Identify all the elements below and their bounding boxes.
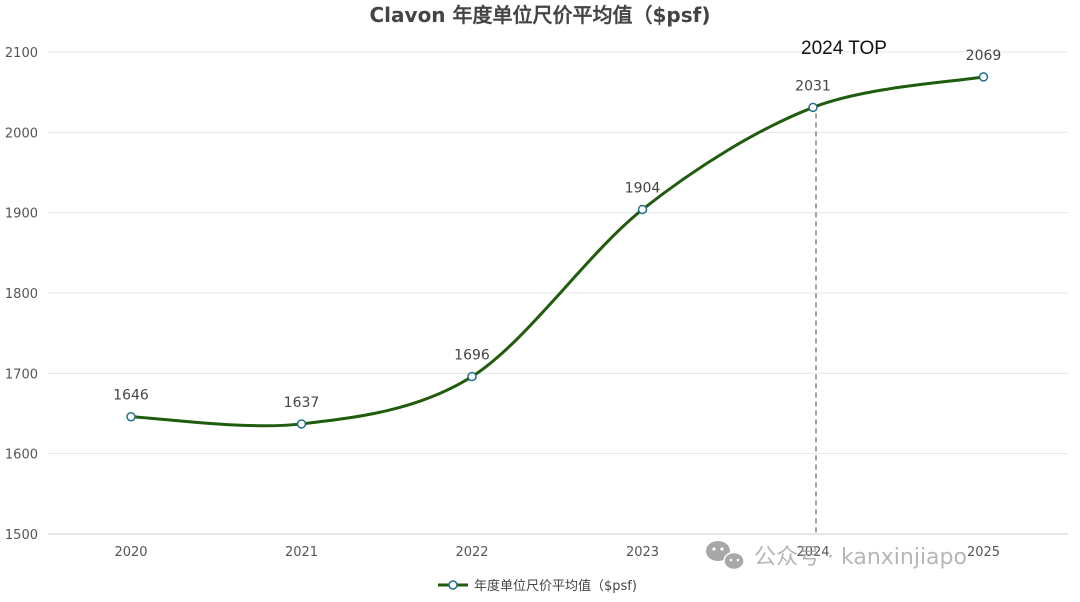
x-tick-label: 2020 — [114, 545, 147, 560]
x-tick-label: 2022 — [455, 545, 488, 560]
x-tick-label: 2021 — [285, 545, 318, 560]
data-label: 2069 — [966, 48, 1002, 64]
data-label: 1696 — [454, 348, 490, 364]
data-point[interactable] — [808, 102, 818, 113]
legend[interactable]: 年度单位尺价平均值（$psf) — [438, 578, 637, 594]
annotation: 2024 TOP — [801, 38, 887, 534]
data-point[interactable] — [637, 204, 648, 215]
data-point[interactable] — [296, 419, 307, 429]
watermark-text: 公众号 · kanxinjiapo — [754, 545, 967, 570]
data-label: 2031 — [795, 78, 831, 94]
data-label: 1646 — [113, 388, 149, 404]
wechat-icon — [706, 541, 745, 571]
y-tick-label: 2100 — [5, 46, 38, 61]
gridlines — [48, 51, 1068, 535]
watermark: 公众号 · kanxinjiapo — [706, 541, 967, 571]
data-point[interactable] — [126, 411, 136, 422]
y-axis-ticks: 1500 1600 1700 1800 1900 2000 2100 — [5, 46, 38, 543]
data-label: 1637 — [284, 395, 320, 411]
legend-marker — [448, 580, 458, 590]
series-line — [129, 75, 985, 428]
y-tick-label: 1800 — [5, 287, 38, 302]
data-point[interactable] — [978, 72, 989, 82]
x-axis-ticks: 2020 2021 2022 2023 2024 2025 — [114, 545, 1000, 560]
annotation-text: 2024 TOP — [801, 38, 887, 59]
data-point[interactable] — [467, 371, 477, 382]
y-tick-label: 1900 — [5, 207, 38, 222]
y-tick-label: 1500 — [5, 528, 38, 543]
data-label: 1904 — [625, 180, 661, 196]
y-tick-label: 2000 — [5, 126, 38, 141]
x-tick-label: 2023 — [626, 545, 659, 560]
chart-title: Clavon 年度单位尺价平均值（$psf) — [370, 3, 711, 27]
x-tick-label: 2025 — [967, 545, 1000, 560]
y-tick-label: 1600 — [5, 448, 38, 463]
legend-label: 年度单位尺价平均值（$psf) — [474, 578, 637, 594]
data-labels: 1646 1637 1696 1904 2031 2069 — [113, 48, 1001, 411]
x-tick-label: 2024 — [796, 545, 829, 560]
series — [126, 72, 989, 429]
y-tick-label: 1700 — [5, 367, 38, 382]
